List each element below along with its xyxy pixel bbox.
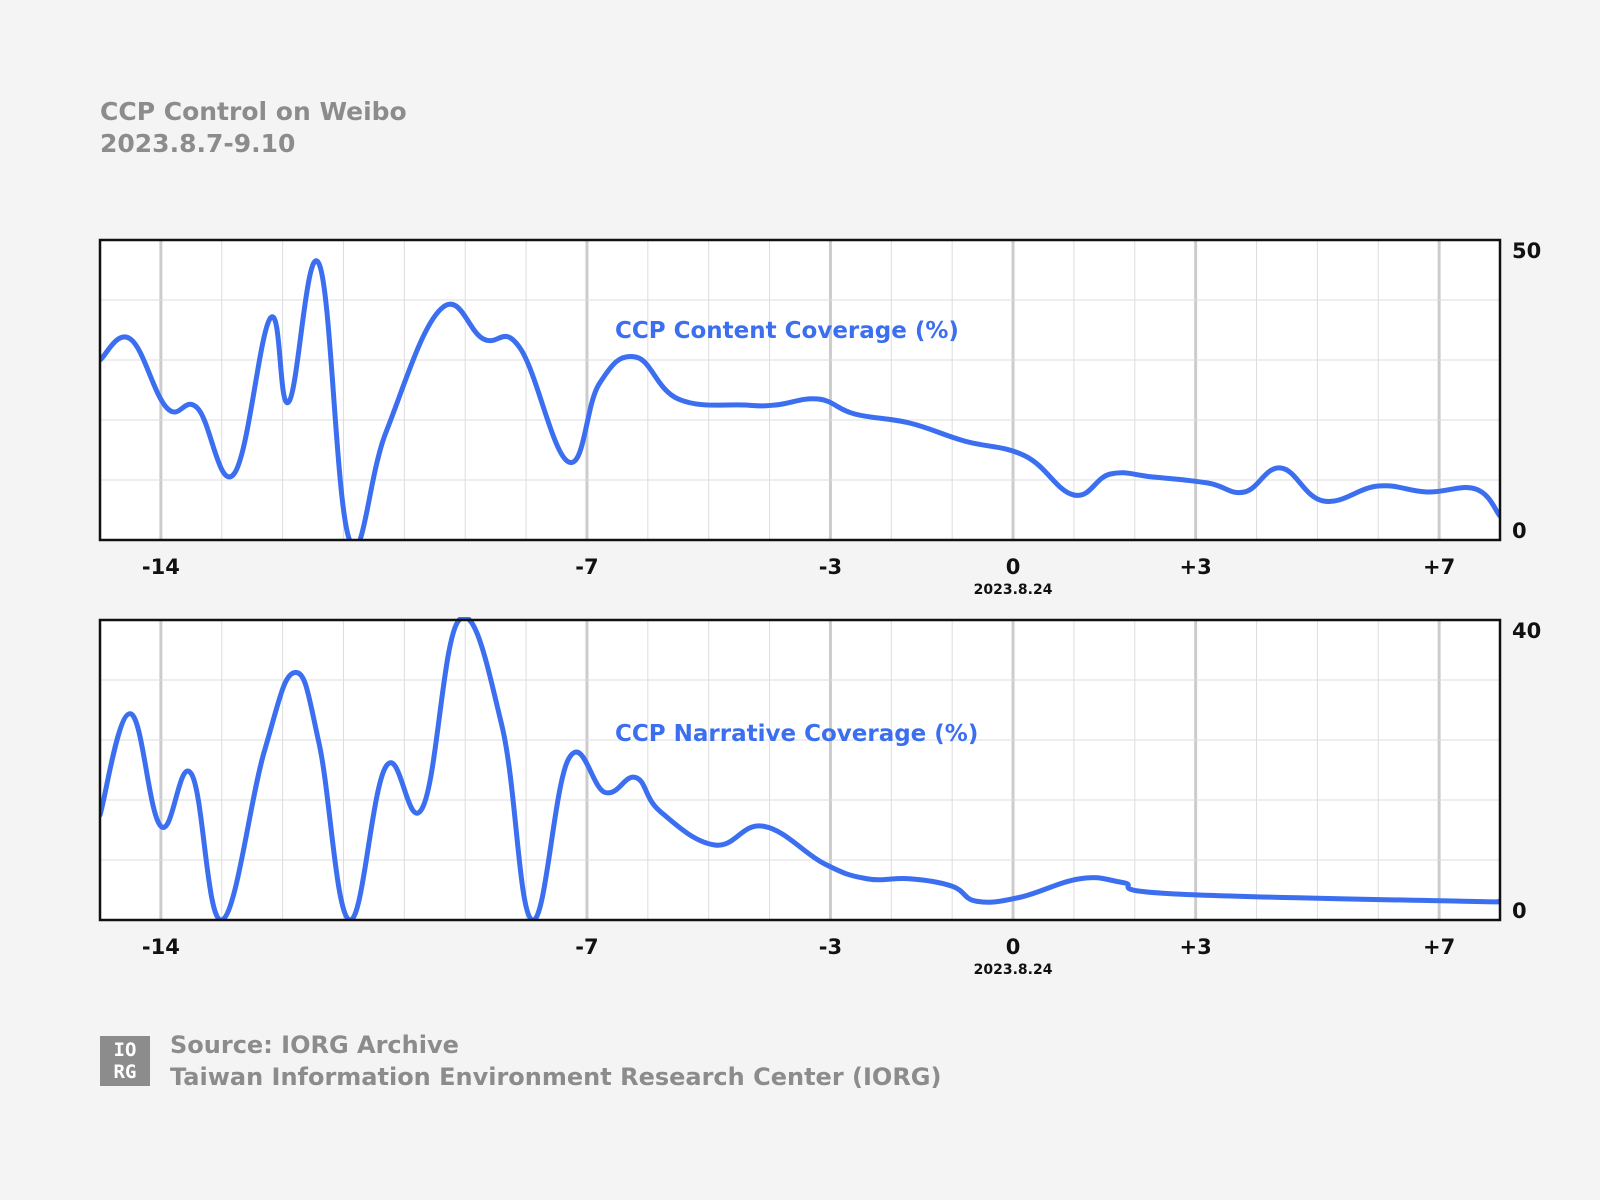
x-tick-label: -7 bbox=[575, 555, 598, 579]
series-label: CCP Narrative Coverage (%) bbox=[615, 721, 978, 747]
source-block: Source: IORG Archive Taiwan Information … bbox=[170, 1029, 941, 1093]
source-organization: Taiwan Information Environment Research … bbox=[170, 1063, 942, 1091]
chart-title-block: CCP Control on Weibo 2023.8.7-9.10 bbox=[100, 96, 407, 160]
x-sublabel: 2023.8.24 bbox=[974, 962, 1053, 978]
x-tick-label: +3 bbox=[1180, 935, 1212, 959]
x-tick-label: 0 bbox=[1006, 935, 1021, 959]
y-tick-label: 40 bbox=[1512, 619, 1541, 643]
y-tick-label: 50 bbox=[1512, 239, 1541, 263]
chart-panel-1: CCP Content Coverage (%)500-14-7-30+3+7+… bbox=[98, 238, 1541, 598]
chart-title: CCP Control on Weibo bbox=[100, 97, 407, 126]
x-tick-label: +3 bbox=[1180, 555, 1212, 579]
x-tick-label: -14 bbox=[142, 935, 180, 959]
series-label: CCP Content Coverage (%) bbox=[615, 318, 959, 344]
plot-frame bbox=[98, 238, 1502, 542]
iorg-logo: IO RG bbox=[100, 1036, 150, 1086]
chart-panel-2: CCP Narrative Coverage (%) 40 0 -14 -7 -3 0 +3 +… bbox=[98, 617, 1541, 978]
y-tick-label: 0 bbox=[1512, 899, 1527, 923]
x-tick-label: +7 bbox=[1423, 555, 1455, 579]
x-tick-label: -3 bbox=[819, 555, 842, 579]
x-sublabel: 2023.8.24 bbox=[974, 582, 1053, 598]
x-tick-label: -7 bbox=[575, 935, 598, 959]
x-tick-label: -14 bbox=[142, 555, 180, 579]
series-line bbox=[100, 258, 1500, 540]
x-tick-label: -3 bbox=[819, 935, 842, 959]
series-line bbox=[100, 617, 1500, 920]
plot-background bbox=[100, 620, 1500, 920]
footer: IO RG Source: IORG Archive Taiwan Inform… bbox=[100, 1031, 941, 1093]
plot-frame bbox=[98, 618, 1502, 922]
y-tick-label: 0 bbox=[1512, 519, 1527, 543]
x-tick-label: 0 bbox=[1006, 555, 1021, 579]
source-label: Source: IORG Archive bbox=[170, 1031, 459, 1059]
x-tick-label: +7 bbox=[1423, 935, 1455, 959]
chart-date-range: 2023.8.7-9.10 bbox=[100, 129, 296, 158]
